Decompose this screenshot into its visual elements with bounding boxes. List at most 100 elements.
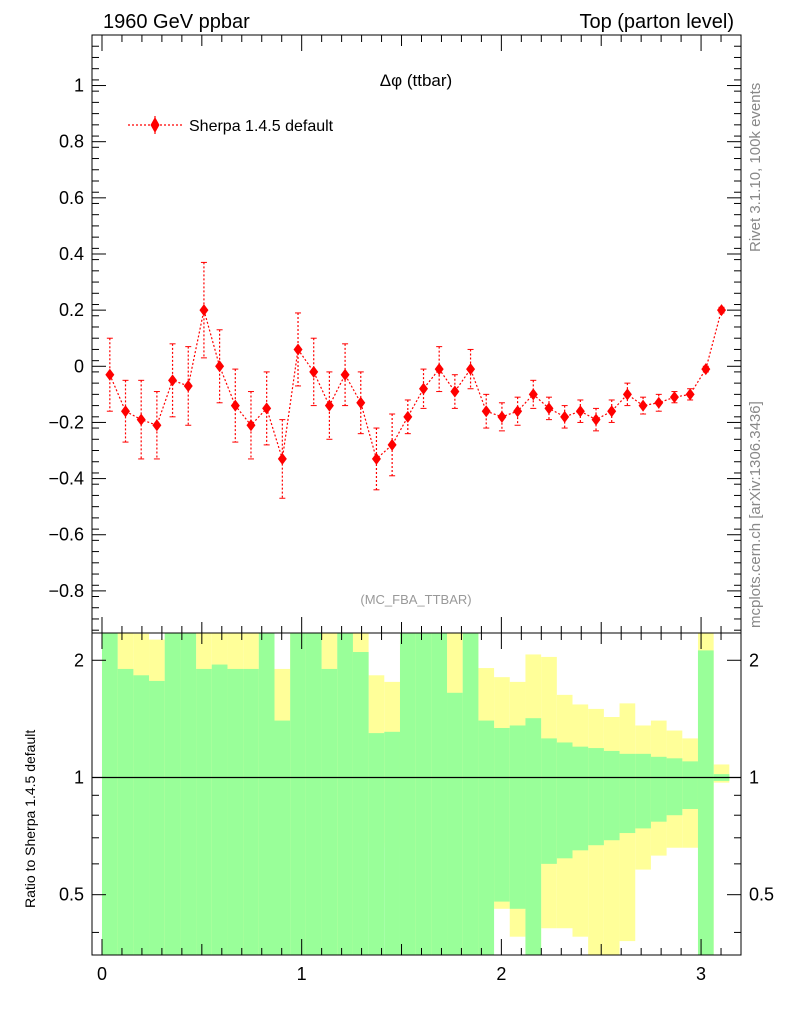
ratio-plot-frame	[91, 632, 742, 956]
main-ytick-label: 0.4	[59, 244, 84, 264]
inner-band-bin	[462, 633, 479, 955]
inner-band-bin	[572, 746, 589, 851]
data-point-diamond	[654, 396, 664, 409]
ratio-xtick-label: 2	[496, 964, 506, 984]
inner-band-bin	[399, 633, 416, 955]
main-ytick-label: −0.8	[48, 581, 84, 601]
header-left: 1960 GeV ppbar	[103, 11, 250, 33]
data-point-diamond	[324, 399, 334, 412]
data-point-diamond	[262, 402, 272, 415]
data-point-diamond	[105, 368, 115, 381]
inner-band-bin	[133, 675, 150, 955]
main-ytick-label: −0.2	[48, 412, 84, 432]
data-point-diamond	[513, 405, 523, 418]
data-point-diamond	[701, 363, 711, 376]
inner-band-bin	[305, 633, 322, 955]
inner-band-bin	[180, 633, 197, 955]
inner-band-bin	[478, 720, 495, 955]
ratio-bands	[101, 633, 730, 955]
data-point-diamond	[340, 368, 350, 381]
inner-band-bin	[666, 758, 683, 816]
inner-band-bin	[697, 650, 714, 955]
inner-band-bin	[258, 633, 275, 955]
data-point-diamond	[434, 363, 444, 376]
data-point-diamond	[685, 388, 695, 401]
data-point-diamond	[575, 405, 585, 418]
data-point-diamond	[528, 388, 538, 401]
data-point-diamond	[309, 365, 319, 378]
main-ytick-label: 0	[74, 356, 84, 376]
inner-band-bin	[211, 664, 228, 955]
ratio-ytick-label-right: 0.5	[749, 885, 774, 905]
inner-band-bin	[149, 680, 165, 955]
inner-band-bin	[447, 692, 463, 955]
inner-band-bin	[384, 731, 400, 955]
inner-band-bin	[164, 633, 181, 955]
data-point-diamond	[622, 388, 632, 401]
data-point-diamond	[450, 385, 460, 398]
main-series	[105, 261, 726, 499]
legend: Sherpa 1.4.5 default	[128, 116, 334, 135]
ratio-ytick-label-right: 1	[749, 767, 759, 787]
inner-band-bin	[494, 727, 510, 902]
axes: −0.8 −0.6 −0.4 −0.2 0 0.2 0.4 0.6 0.8 1 0 1 2 3 0.5 0.5…	[48, 35, 774, 984]
inner-band-bin	[650, 756, 667, 822]
data-point-diamond	[215, 360, 225, 373]
inner-band-bin	[556, 742, 573, 859]
legend-diamond-marker	[150, 117, 160, 133]
inner-band-bin	[274, 720, 291, 955]
data-point-diamond	[121, 405, 131, 418]
header-right: Top (parton level)	[579, 11, 734, 33]
data-point-diamond	[560, 410, 570, 423]
data-point-diamond	[230, 399, 240, 412]
inner-band-bin	[196, 668, 212, 955]
main-ytick-label: −0.6	[48, 525, 84, 545]
inner-band-bin	[509, 725, 526, 909]
series-line	[109, 309, 723, 461]
data-point-diamond	[356, 396, 366, 409]
ratio-ytick-label: 0.5	[59, 885, 84, 905]
inner-band-bin	[525, 718, 542, 955]
inner-band-bin	[368, 733, 385, 955]
data-point-diamond	[387, 438, 397, 451]
data-point-diamond	[403, 410, 413, 423]
data-point-diamond	[371, 452, 381, 465]
inner-band-bin	[321, 668, 338, 955]
data-point-diamond	[466, 363, 476, 376]
inner-band-bin	[352, 652, 369, 955]
data-point-diamond	[497, 410, 507, 423]
inner-band-bin	[541, 738, 557, 864]
main-ytick-label: 0.8	[59, 132, 84, 152]
main-ytick-label: 0.2	[59, 300, 84, 320]
inner-band-bin	[117, 668, 134, 955]
ratio-ytick-label: 1	[74, 767, 84, 787]
data-point-diamond	[293, 343, 303, 356]
data-point-diamond	[481, 405, 491, 418]
main-ytick-label: 0.6	[59, 188, 84, 208]
main-ytick-label: −0.4	[48, 469, 84, 489]
data-point-diamond	[638, 399, 648, 412]
inner-band-bin	[415, 633, 432, 955]
data-point-diamond	[607, 405, 617, 418]
data-point-diamond	[152, 419, 162, 432]
inner-band-bin	[682, 761, 698, 809]
ratio-ytick-label-right: 2	[749, 650, 759, 670]
data-point-diamond	[419, 382, 429, 395]
data-point-diamond	[277, 452, 287, 465]
analysis-watermark: (MC_FBA_TTBAR)	[360, 592, 471, 607]
inner-band-bin	[431, 633, 448, 955]
inner-band-bin	[290, 633, 306, 955]
data-point-diamond	[168, 374, 178, 387]
plot-title: Δφ (ttbar)	[380, 71, 452, 90]
ratio-ytick-label: 2	[74, 650, 84, 670]
inner-band-bin	[619, 753, 636, 834]
legend-label: Sherpa 1.4.5 default	[189, 118, 334, 135]
inner-band-bin	[635, 753, 651, 829]
data-point-diamond	[591, 413, 601, 426]
data-point-diamond	[544, 402, 554, 415]
data-point-diamond	[246, 419, 256, 432]
inner-band-bin	[588, 748, 604, 846]
ratio-xtick-label: 3	[696, 964, 706, 984]
ratio-xtick-label: 0	[97, 964, 107, 984]
